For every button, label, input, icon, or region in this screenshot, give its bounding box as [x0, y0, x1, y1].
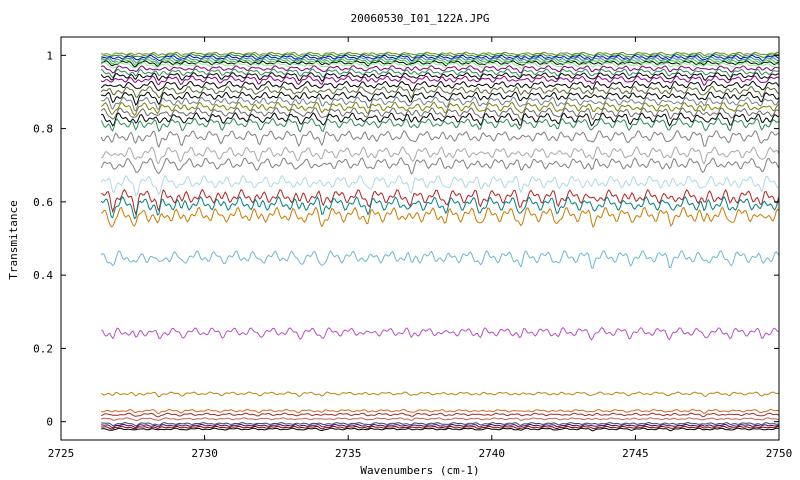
- series-line: [101, 425, 780, 430]
- x-axis: 2725 2730 2735 2740 2745 2750: [48, 37, 793, 460]
- series-line: [100, 107, 780, 121]
- y-axis-title: Transmitance: [7, 200, 20, 279]
- x-tick-label: 2725: [48, 447, 75, 460]
- series-line: [101, 427, 780, 432]
- series-line: [100, 117, 780, 133]
- series-layer: [100, 51, 780, 432]
- series-line: [101, 422, 780, 427]
- y-tick-label: 0.6: [33, 196, 53, 209]
- x-axis-title: Wavenumbers (cm-1): [360, 464, 479, 477]
- series-line: [101, 417, 780, 421]
- series-line: [100, 250, 780, 269]
- series-line: [100, 65, 780, 74]
- series-line: [100, 130, 780, 149]
- y-tick-label: 0: [46, 416, 53, 429]
- series-line: [101, 58, 780, 67]
- series-line: [101, 53, 780, 59]
- series-line: [101, 56, 780, 65]
- series-line: [101, 51, 780, 57]
- series-line: [101, 408, 780, 415]
- series-line: [100, 85, 780, 99]
- series-line: [100, 327, 779, 341]
- x-tick-label: 2730: [191, 447, 218, 460]
- series-line: [101, 112, 780, 127]
- series-line: [100, 195, 780, 220]
- chart-title: 20060530_I01_122A.JPG: [350, 12, 489, 25]
- series-line: [101, 91, 780, 106]
- y-tick-label: 1: [46, 49, 53, 62]
- y-tick-label: 0.8: [33, 123, 53, 136]
- series-line: [100, 68, 780, 79]
- x-tick-label: 2745: [622, 447, 649, 460]
- series-line: [100, 188, 780, 216]
- x-tick-label: 2740: [479, 447, 506, 460]
- x-tick-label: 2750: [766, 447, 793, 460]
- y-tick-label: 0.2: [33, 342, 53, 355]
- y-axis: 0 0.2 0.4 0.6 0.8 1: [33, 49, 779, 429]
- series-line: [100, 75, 780, 87]
- series-line: [101, 423, 780, 429]
- series-line: [100, 61, 780, 69]
- series-line: [100, 206, 780, 229]
- series-line: [100, 175, 780, 197]
- series-line: [100, 391, 780, 398]
- series-line: [100, 157, 780, 175]
- x-tick-label: 2735: [335, 447, 362, 460]
- series-line: [100, 54, 780, 62]
- series-line: [100, 72, 780, 82]
- series-line: [101, 146, 780, 166]
- plot-frame: [60, 36, 780, 441]
- series-line: [101, 412, 780, 418]
- series-line: [101, 101, 780, 117]
- y-tick-label: 0.4: [33, 269, 53, 282]
- series-line: [100, 80, 780, 92]
- series-line: [100, 96, 780, 112]
